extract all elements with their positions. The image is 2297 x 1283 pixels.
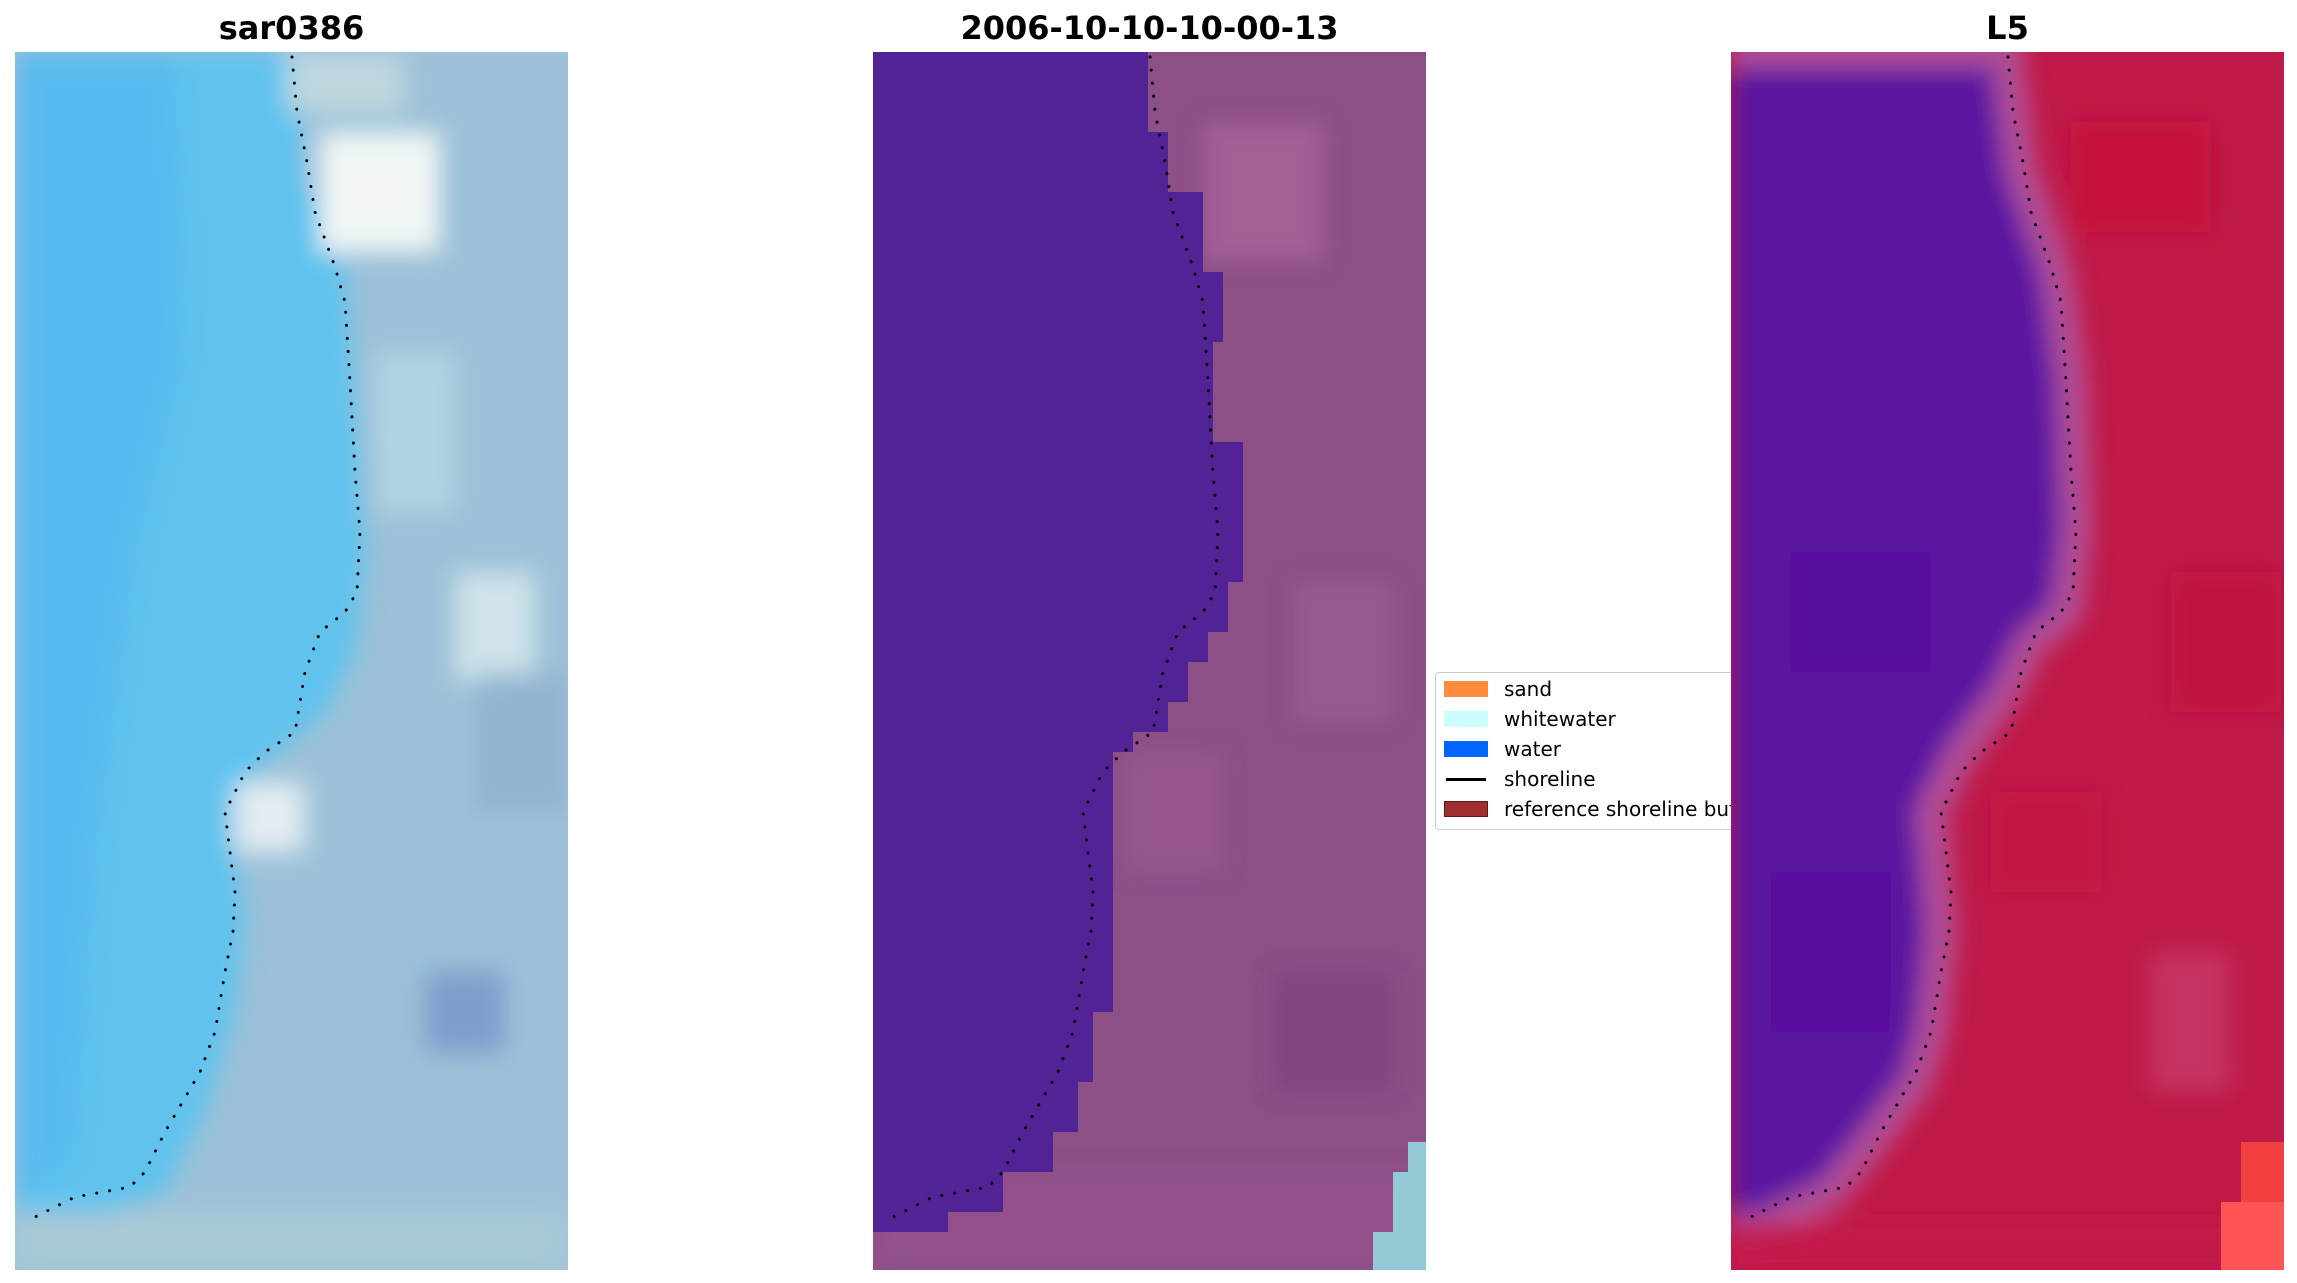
legend-label: whitewater bbox=[1504, 707, 1616, 731]
shoreline bbox=[881, 55, 1220, 1224]
legend: sand whitewater water shoreline referenc… bbox=[1435, 672, 1735, 830]
sand-swatch bbox=[1444, 681, 1488, 697]
bright-pixels bbox=[2241, 1142, 2284, 1202]
index-image-panel bbox=[1731, 52, 2284, 1270]
classified-image-panel bbox=[873, 52, 1426, 1270]
whitewater-class-region bbox=[1373, 1142, 1426, 1270]
classified-image bbox=[873, 52, 1426, 1270]
panel-title-left: sar0386 bbox=[218, 9, 365, 47]
bright-pixels bbox=[2221, 1202, 2284, 1270]
whitewater-swatch bbox=[1444, 711, 1488, 727]
legend-item-reference-buffer: reference shoreline buffer bbox=[1444, 796, 1735, 822]
legend-label: shoreline bbox=[1504, 767, 1596, 791]
legend-label: reference shoreline buffer bbox=[1504, 797, 1735, 821]
legend-item-sand: sand bbox=[1444, 676, 1552, 702]
water-class-region bbox=[873, 52, 1243, 1232]
legend-item-whitewater: whitewater bbox=[1444, 706, 1616, 732]
legend-item-shoreline: shoreline bbox=[1444, 766, 1596, 792]
panel-title-middle: 2006-10-10-10-00-13 bbox=[960, 9, 1339, 47]
panel-title-right: L5 bbox=[1986, 9, 2029, 47]
legend-label: water bbox=[1504, 737, 1561, 761]
rgb-image-panel bbox=[15, 52, 568, 1270]
rgb-image bbox=[15, 52, 568, 1270]
legend-item-water: water bbox=[1444, 736, 1561, 762]
shoreline-line-swatch bbox=[1444, 771, 1488, 787]
legend-label: sand bbox=[1504, 677, 1553, 701]
buffer-swatch bbox=[1444, 801, 1488, 817]
index-image bbox=[1731, 52, 2284, 1270]
water-swatch bbox=[1444, 741, 1488, 757]
shoreline bbox=[23, 55, 362, 1224]
shoreline bbox=[1739, 55, 2078, 1224]
